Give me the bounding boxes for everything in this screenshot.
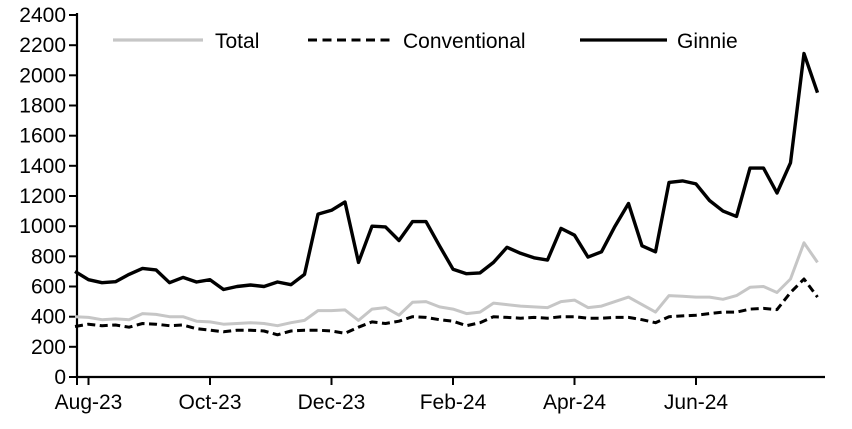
x-tick-label: Dec-23	[298, 391, 366, 414]
y-tick-label: 2000	[19, 64, 66, 87]
series-line-conventional	[74, 277, 819, 337]
y-tick-label: 800	[31, 245, 66, 268]
x-tick-label: Apr-24	[543, 391, 606, 414]
legend-label-total: Total	[215, 30, 259, 53]
x-tick-label: Jun-24	[664, 391, 729, 414]
x-tick-label: Oct-23	[178, 391, 241, 414]
axis-lines	[75, 13, 825, 379]
series-line-total	[74, 241, 819, 328]
y-tick-label: 200	[31, 336, 66, 359]
y-tick-label: 1600	[19, 125, 66, 148]
legend: Total Conventional Ginnie	[113, 30, 738, 53]
y-axis: 0 200 400 600 800 1000 1200 1400 1600 1800 2000 220…	[19, 4, 77, 389]
y-tick-label: 600	[31, 276, 66, 299]
y-tick-label: 1200	[19, 185, 66, 208]
legend-label-ginnie: Ginnie	[677, 30, 738, 53]
x-tick-label: Feb-24	[420, 391, 487, 414]
y-tick-label: 1800	[19, 95, 66, 118]
y-tick-label: 2400	[19, 4, 66, 27]
series-line-ginnie	[74, 51, 820, 292]
x-tick-label: Aug-23	[55, 391, 123, 414]
y-tick-label: 0	[54, 366, 66, 389]
plot-series	[74, 51, 820, 337]
y-tick-label: 400	[31, 306, 66, 329]
y-tick-label: 1400	[19, 155, 66, 178]
y-tick-label: 1000	[19, 215, 66, 238]
y-tick-label: 2200	[19, 34, 66, 57]
legend-label-conventional: Conventional	[403, 30, 526, 53]
x-axis: Aug-23 Oct-23 Dec-23 Feb-24 Apr-24 Jun-24	[55, 377, 729, 414]
